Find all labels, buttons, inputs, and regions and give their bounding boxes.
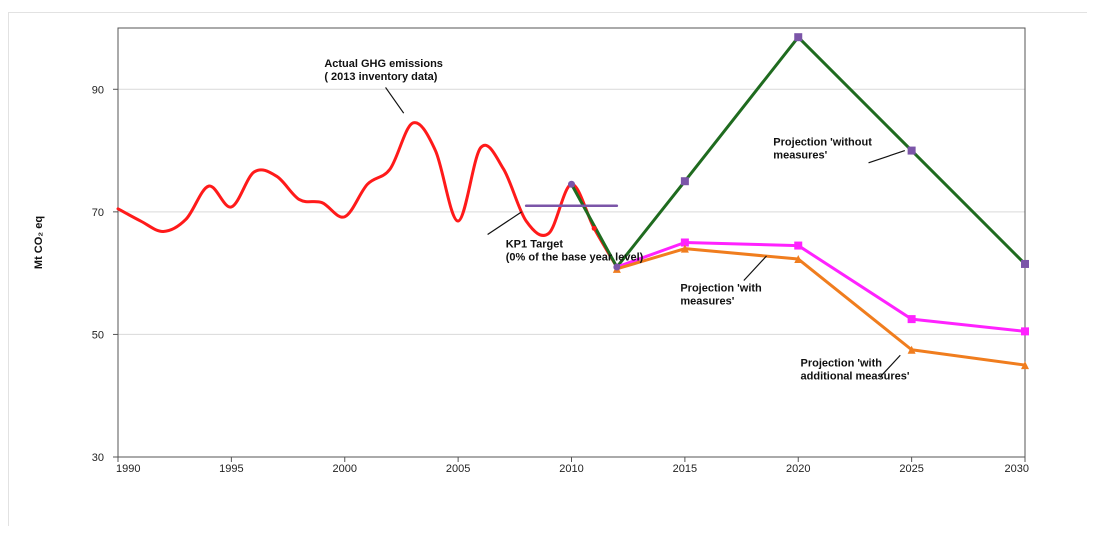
- y-tick-label: 70: [92, 207, 104, 219]
- y-tick-label: 90: [92, 84, 104, 96]
- data-point-transition: [591, 225, 597, 231]
- x-axis-ticks: 1990 1995 2000 2005 2010 2015 2020 2025 2030: [116, 457, 1029, 475]
- annotation-text: measures': [773, 150, 827, 162]
- data-point-with_additional_measures: [907, 345, 916, 354]
- annotation-text: (0% of the base year level): [506, 251, 644, 263]
- data-point-with_measures: [680, 238, 689, 247]
- annotation-leader-line: [487, 211, 522, 236]
- x-tick-label: 2030: [1005, 463, 1029, 475]
- y-axis-label: Mt CO₂ eq: [33, 216, 45, 269]
- data-point-with_measures: [1021, 327, 1029, 336]
- data-point-without_measures: [680, 177, 689, 186]
- annotation-leader-line: [879, 354, 901, 378]
- data-point-with_additional_measures: [794, 255, 803, 264]
- data-point-with_measures: [907, 315, 916, 324]
- y-axis-ticks: 30 50 70 90: [92, 84, 118, 464]
- annotation-text: ( 2013 inventory data): [324, 71, 437, 83]
- annotation-text: Actual GHG emissions: [324, 58, 443, 70]
- data-point-without_measures: [907, 146, 916, 155]
- grid-lines: [118, 88, 1025, 335]
- annotation-text: additional measures': [801, 370, 910, 382]
- series-group: [116, 33, 1029, 370]
- x-tick-label: 2000: [333, 463, 357, 475]
- data-point-without_measures: [1021, 259, 1029, 268]
- data-point-transition: [568, 180, 575, 188]
- data-point-with_measures: [794, 241, 803, 250]
- annotation-leader-line: [385, 87, 405, 114]
- x-tick-label: 2020: [786, 463, 810, 475]
- annotation-text: Projection 'with: [801, 357, 883, 369]
- annotation-leader-line: [743, 255, 767, 281]
- data-point-without_measures: [794, 33, 803, 42]
- annotation-text: Projection 'with: [680, 283, 762, 295]
- data-point-with_additional_measures: [680, 244, 689, 253]
- plot-area: [117, 27, 1026, 458]
- x-tick-label: 2005: [446, 463, 470, 475]
- annotation-text: Projection 'without: [773, 137, 872, 149]
- x-tick-label: 2025: [899, 463, 923, 475]
- annotation-kp1: KP1 Target(0% of the base year level): [487, 211, 644, 263]
- series-line-actual: [116, 121, 619, 269]
- annotation-leader-line: [868, 150, 906, 164]
- annotations: Actual GHG emissions( 2013 inventory dat…: [324, 58, 910, 382]
- series-line-with_additional_measures: [615, 247, 1027, 367]
- annotation-actual: Actual GHG emissions( 2013 inventory dat…: [324, 58, 443, 114]
- y-tick-label: 30: [92, 452, 104, 464]
- chart-frame: [8, 12, 1087, 526]
- series-line-with_measures: [615, 241, 1027, 333]
- data-point-transition: [613, 263, 621, 271]
- y-tick-label: 50: [92, 329, 104, 341]
- x-tick-label: 2015: [673, 463, 697, 475]
- series-line-without_measures: [570, 35, 1027, 269]
- annotation-text: measures': [680, 296, 734, 308]
- data-point-with_additional_measures: [1021, 361, 1029, 370]
- x-tick-label: 2010: [559, 463, 583, 475]
- x-tick-label: 1995: [219, 463, 243, 475]
- annotation-text: KP1 Target: [506, 238, 564, 250]
- x-tick-label: 1990: [116, 463, 140, 475]
